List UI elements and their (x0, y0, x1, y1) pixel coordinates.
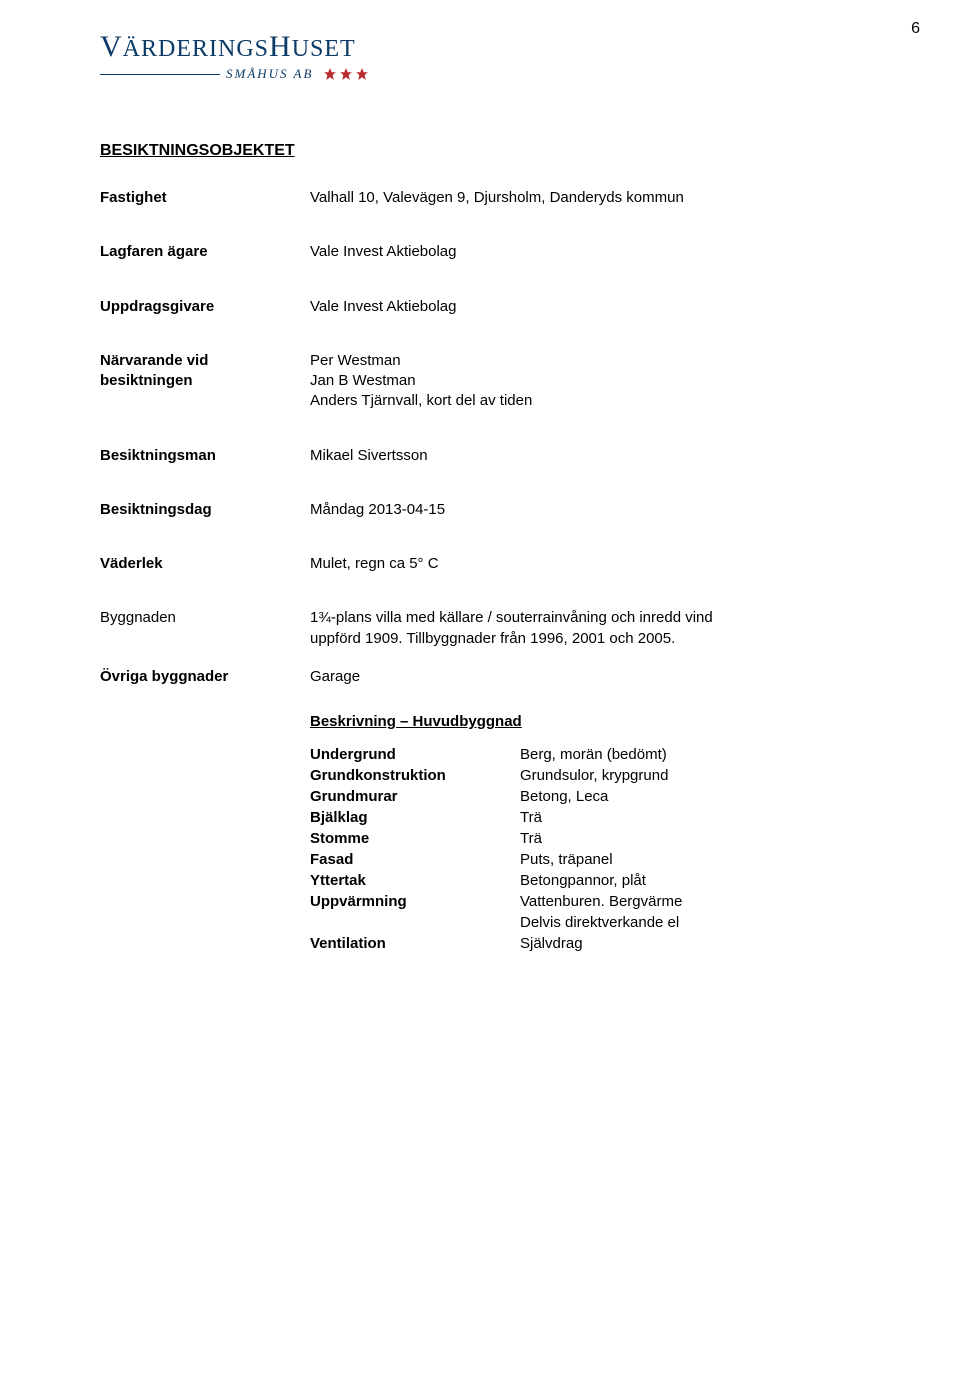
document-page: 6 VÄRDERINGSHUSET SMÅHUS AB BESIKTNINGSO… (0, 0, 960, 1373)
spec-row-grundkon: Grundkonstruktion Grundsulor, krypgrund (310, 765, 860, 786)
spec-table: Undergrund Berg, morän (bedömt) Grundkon… (310, 744, 860, 954)
label-byggnaden: Byggnaden (100, 608, 310, 649)
label-besiktdag: Besiktningsdag (100, 500, 310, 520)
value-besiktdag: Måndag 2013-04-15 (310, 500, 860, 520)
logo-stars (323, 67, 369, 81)
row-fastighet: Fastighet Valhall 10, Valevägen 9, Djurs… (100, 188, 860, 208)
star-icon (355, 67, 369, 81)
label-ovriga: Övriga byggnader (100, 667, 310, 687)
value-besiktman: Mikael Sivertsson (310, 446, 860, 466)
value-vaderlek: Mulet, regn ca 5° C (310, 554, 860, 574)
label-lagfaren: Lagfaren ägare (100, 242, 310, 262)
label-uppdrag: Uppdragsgivare (100, 297, 310, 317)
spec-row-bjalklag: Bjälklag Trä (310, 807, 860, 828)
spec-row-undergrund: Undergrund Berg, morän (bedömt) (310, 744, 860, 765)
star-icon (339, 67, 353, 81)
row-besiktman: Besiktningsman Mikael Sivertsson (100, 446, 860, 466)
label-fastighet: Fastighet (100, 188, 310, 208)
spec-row-uppvarm: Uppvärmning Vattenburen. Bergvärme Delvi… (310, 891, 860, 933)
logo-main-text: VÄRDERINGSHUSET (100, 30, 860, 64)
logo-sub-row: SMÅHUS AB (100, 66, 860, 82)
row-narvarande: Närvarande vid besiktningen Per Westman … (100, 351, 860, 412)
label-besiktman: Besiktningsman (100, 446, 310, 466)
spec-row-yttertak: Yttertak Betongpannor, plåt (310, 870, 860, 891)
logo-sub-text: SMÅHUS AB (226, 66, 313, 82)
spec-row-stomme: Stomme Trä (310, 828, 860, 849)
page-number: 6 (911, 20, 920, 38)
value-lagfaren: Vale Invest Aktiebolag (310, 242, 860, 262)
row-lagfaren: Lagfaren ägare Vale Invest Aktiebolag (100, 242, 860, 262)
row-besiktdag: Besiktningsdag Måndag 2013-04-15 (100, 500, 860, 520)
spec-subheading: Beskrivning – Huvudbyggnad (310, 713, 860, 730)
value-narvarande: Per Westman Jan B Westman Anders Tjärnva… (310, 351, 860, 412)
logo-divider (100, 74, 220, 75)
spec-row-fasad: Fasad Puts, träpanel (310, 849, 860, 870)
section-title: BESIKTNINGSOBJEKTET (100, 142, 860, 160)
label-vaderlek: Väderlek (100, 554, 310, 574)
row-vaderlek: Väderlek Mulet, regn ca 5° C (100, 554, 860, 574)
value-ovriga: Garage (310, 667, 860, 687)
star-icon (323, 67, 337, 81)
value-byggnaden: 1¾-plans villa med källare / souterrainv… (310, 608, 860, 649)
company-logo: VÄRDERINGSHUSET SMÅHUS AB (100, 30, 860, 82)
value-uppdrag: Vale Invest Aktiebolag (310, 297, 860, 317)
value-fastighet: Valhall 10, Valevägen 9, Djursholm, Dand… (310, 188, 860, 208)
row-ovriga: Övriga byggnader Garage (100, 667, 860, 687)
spec-row-grundmur: Grundmurar Betong, Leca (310, 786, 860, 807)
label-narvarande: Närvarande vid besiktningen (100, 351, 310, 412)
spec-row-ventil: Ventilation Självdrag (310, 933, 860, 954)
row-byggnaden: Byggnaden 1¾-plans villa med källare / s… (100, 608, 860, 649)
row-uppdrag: Uppdragsgivare Vale Invest Aktiebolag (100, 297, 860, 317)
spec-block: Beskrivning – Huvudbyggnad Undergrund Be… (310, 713, 860, 954)
